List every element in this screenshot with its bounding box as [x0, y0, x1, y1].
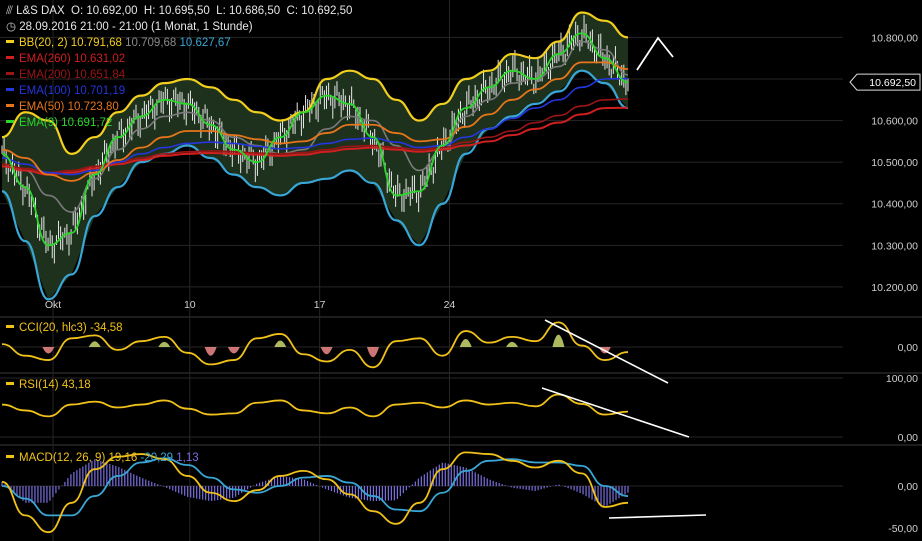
- legend-swatch: [6, 104, 14, 108]
- cci-extreme-fill: [506, 341, 519, 347]
- macd-line: [1, 451, 629, 534]
- cci-extreme-fill: [158, 341, 171, 347]
- low-value: L: 10.686,50: [216, 5, 281, 17]
- x-tick-label: 24: [444, 299, 456, 311]
- legend-swatch: [6, 120, 14, 124]
- x-tick-label: 17: [314, 299, 326, 311]
- rsi-axis-bottom: 0,00: [898, 432, 919, 444]
- legend-row-ema-200[interactable]: EMA(200) 10.651,84: [6, 67, 125, 83]
- macd-axis-zero: 0,00: [898, 481, 919, 493]
- cci-axis-label: 0,00: [898, 342, 919, 354]
- bb-lower-line: [1, 69, 629, 301]
- legend-row-ema-260[interactable]: EMA(260) 10.631,02: [6, 51, 125, 67]
- macd-value: 19,16: [108, 452, 138, 464]
- instrument-name: L&S DAX: [16, 5, 65, 17]
- legend-value: 10.791,68: [70, 37, 126, 49]
- legend-row-bb-20-2[interactable]: BB(20, 2) 10.791,68 10.709,68 10.627,67: [6, 35, 231, 51]
- cci-extreme-fill: [552, 334, 565, 347]
- current-price-label: 10.692,50: [849, 73, 921, 91]
- legend-row-ema-9[interactable]: EMA(9) 10.691,72: [6, 115, 112, 131]
- y-tick-label: 10.800,00: [871, 32, 918, 44]
- ema50-line: [1, 61, 629, 182]
- cci-extreme-fill: [320, 347, 333, 355]
- cci-trendline: [544, 319, 669, 384]
- high-value: H: 10.695,50: [143, 5, 210, 17]
- rsi-legend[interactable]: RSI(14) 43,18: [6, 377, 91, 393]
- macd-trendline: [608, 514, 707, 519]
- rsi-axis-top: 100,00: [886, 373, 918, 385]
- cci-value: -34,58: [89, 322, 123, 334]
- cci-extreme-fill: [88, 341, 101, 347]
- cci-extreme-fill: [227, 347, 240, 354]
- cci-extreme-fill: [274, 340, 287, 347]
- sub-panels: [1, 321, 629, 534]
- y-tick-label: 10.600,00: [871, 116, 918, 128]
- macd-legend[interactable]: MACD(12, 26, 9) 19,16 -20,29 1,13: [6, 450, 199, 466]
- chart-type-icon[interactable]: ⫻: [6, 5, 13, 17]
- legend-label: BB(20, 2): [19, 37, 71, 49]
- price-trendline-peak: [636, 36, 674, 71]
- close-value: C: 10.692,50: [286, 5, 353, 17]
- legend-value: 10.627,67: [179, 37, 231, 49]
- legend-value: 10.709,68: [125, 37, 180, 49]
- macd-title: MACD(12, 26, 9): [19, 452, 106, 464]
- macd-hist-value: 1,13: [176, 452, 199, 464]
- bollinger-band-area: [2, 12, 628, 300]
- instrument-header: ⫻ L&S DAX O: 10.692,00 H: 10.695,50 L: 1…: [6, 3, 352, 19]
- legend-row-ema-50[interactable]: EMA(50) 10.723,80: [6, 99, 119, 115]
- ema200-line: [1, 98, 629, 174]
- rsi-line: [1, 393, 629, 418]
- legend-value: 10.701,19: [73, 85, 126, 97]
- price-label-box: [849, 73, 921, 91]
- legend-label: EMA(50): [19, 101, 68, 113]
- trendline-drawings: [541, 36, 707, 519]
- legend-value: 10.651,84: [73, 69, 126, 81]
- legend-swatch: [6, 40, 14, 44]
- value-axis: Okt10172410.800,0010.700,0010.600,0010.5…: [45, 32, 921, 535]
- time-range-label: 28.09.2016 21:00 - 21:00 (1 Monat, 1 Stu…: [19, 21, 253, 33]
- open-value: O: 10.692,00: [71, 5, 138, 17]
- bollinger-fill: [2, 12, 628, 300]
- legend-value: 10.631,02: [73, 53, 126, 65]
- rsi-value: 43,18: [61, 379, 91, 391]
- x-tick-label: 10: [184, 299, 196, 311]
- rsi-trendline: [541, 387, 690, 438]
- x-tick-label: Okt: [45, 299, 61, 311]
- bb-upper-line: [1, 11, 629, 155]
- legend-value: 10.691,72: [61, 117, 113, 129]
- cci-extreme-fill: [204, 347, 217, 356]
- macd-axis-low: -50,00: [888, 523, 918, 535]
- legend-swatch: [6, 72, 14, 76]
- ema9-line: [1, 32, 629, 247]
- legend-label: EMA(9): [19, 117, 62, 129]
- cci-legend[interactable]: CCI(20, hlc3) -34,58: [6, 320, 123, 336]
- legend-value: 10.723,80: [67, 101, 119, 113]
- indicator-lines: [1, 11, 629, 301]
- price-label-text: 10.692,50: [869, 77, 916, 89]
- cci-extreme-fill: [42, 347, 55, 354]
- macd-signal-value: -20,29: [140, 452, 174, 464]
- y-tick-label: 10.200,00: [871, 282, 918, 294]
- legend-swatch: [6, 88, 14, 92]
- y-tick-label: 10.500,00: [871, 157, 918, 169]
- y-tick-label: 10.400,00: [871, 199, 918, 211]
- y-tick-label: 10.300,00: [871, 240, 918, 252]
- legend-swatch: [6, 56, 14, 60]
- cci-line: [1, 321, 629, 369]
- cci-extreme-fill: [459, 339, 472, 347]
- clock-icon: ◷: [6, 21, 17, 33]
- rsi-title: RSI(14): [19, 379, 59, 391]
- legend-label: EMA(260): [19, 53, 74, 65]
- legend-label: EMA(200): [19, 69, 74, 81]
- time-range[interactable]: ◷ 28.09.2016 21:00 - 21:00 (1 Monat, 1 S…: [6, 19, 253, 35]
- legend-label: EMA(100): [19, 85, 74, 97]
- cci-title: CCI(20, hlc3): [19, 322, 87, 334]
- macd-signal-line: [1, 457, 629, 517]
- legend-row-ema-100[interactable]: EMA(100) 10.701,19: [6, 83, 125, 99]
- cci-extreme-fill: [366, 347, 379, 358]
